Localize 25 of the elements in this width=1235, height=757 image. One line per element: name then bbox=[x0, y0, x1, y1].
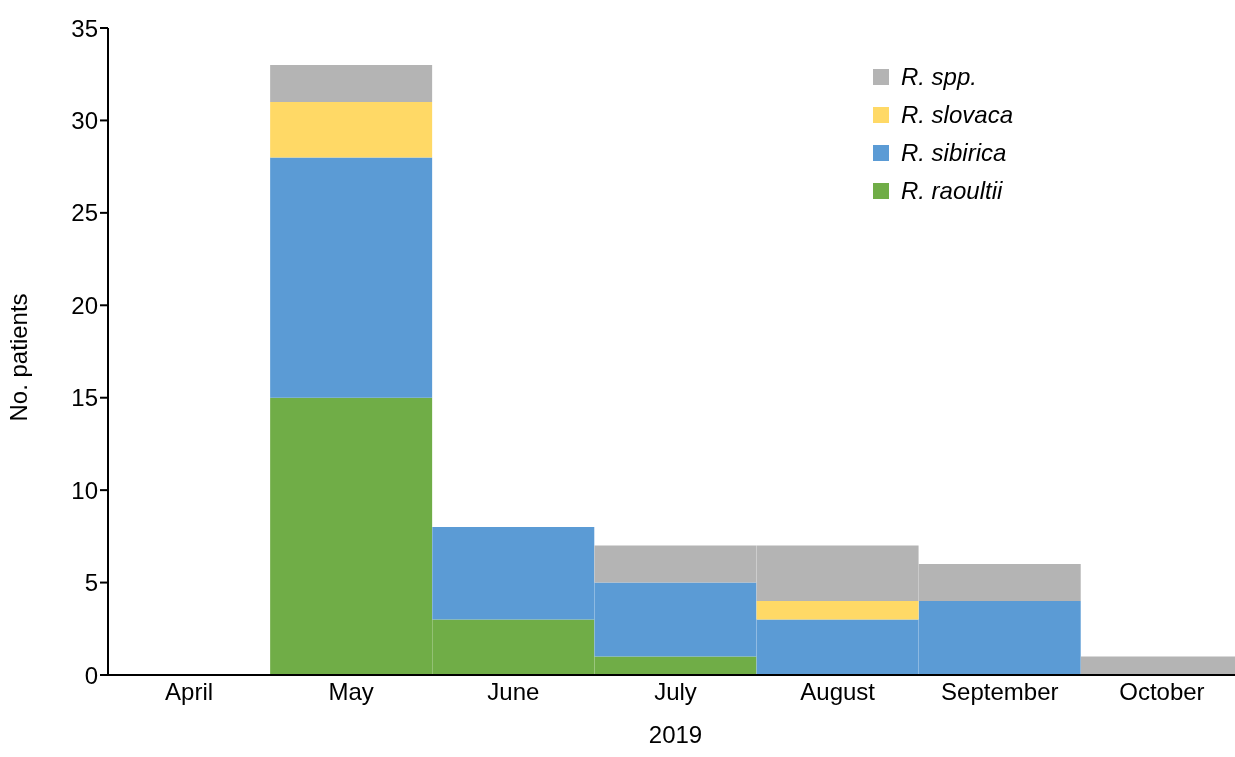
x-tick-label: August bbox=[800, 678, 876, 706]
y-tick-label: 35 bbox=[71, 14, 98, 42]
legend-label: R. slovaca bbox=[900, 101, 1013, 129]
bar bbox=[270, 101, 433, 158]
x-tick-label: June bbox=[487, 678, 540, 706]
y-tick-label: 20 bbox=[71, 291, 98, 319]
x-tick-label: September bbox=[941, 678, 1059, 706]
y-tick-label: 0 bbox=[84, 661, 98, 689]
bar bbox=[270, 64, 433, 102]
legend-label: R. spp. bbox=[900, 63, 977, 91]
y-tick-label: 10 bbox=[71, 476, 98, 504]
bar bbox=[756, 601, 919, 620]
x-axis-title: 2019 bbox=[648, 721, 703, 748]
x-tick-label: April bbox=[165, 678, 214, 706]
y-axis-title: No. patients bbox=[4, 293, 32, 422]
y-tick-label: 25 bbox=[71, 199, 98, 227]
legend-label: R. sibirica bbox=[900, 139, 1007, 167]
legend-label: R. raoultii bbox=[900, 177, 1003, 205]
y-tick-label: 15 bbox=[71, 384, 98, 412]
x-tick-label: July bbox=[654, 678, 697, 706]
y-tick-label: 5 bbox=[84, 569, 98, 597]
x-tick-label: October bbox=[1119, 678, 1205, 706]
y-tick-label: 30 bbox=[71, 106, 98, 134]
bar bbox=[270, 157, 433, 398]
x-tick-label: May bbox=[328, 678, 374, 706]
